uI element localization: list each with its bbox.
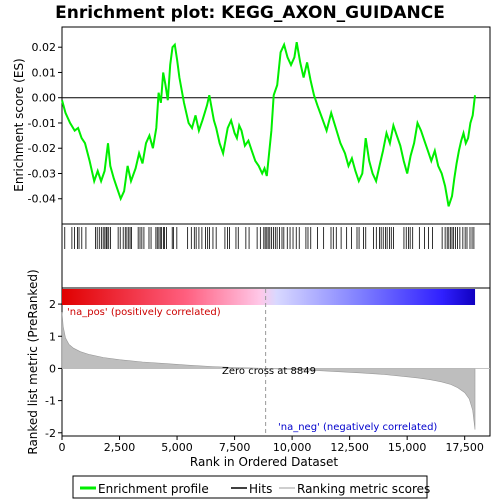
es-y-tick-label: -0.04 bbox=[28, 193, 56, 206]
rank-y-tick-label: 2 bbox=[49, 298, 56, 311]
x-tick-label: 17,500 bbox=[445, 441, 484, 454]
es-panel-frame bbox=[61, 26, 491, 225]
es-y-tick-label: -0.02 bbox=[28, 142, 56, 155]
es-y-tick-label: -0.01 bbox=[28, 117, 56, 130]
es-y-tick-label: 0.02 bbox=[32, 41, 57, 54]
legend-ranking-label: Ranking metric scores bbox=[297, 482, 430, 496]
x-axis: 0 2,500 5,000 7,500 10,000 12,500 15,000 17,500 bbox=[59, 436, 484, 454]
x-tick-label: 7,500 bbox=[219, 441, 251, 454]
es-y-tick-label: -0.03 bbox=[28, 167, 56, 180]
legend: Enrichment profile Hits Ranking metric s… bbox=[72, 475, 430, 499]
es-y-ticks: 0.02 0.01 0.00 -0.01 -0.02 -0.03 -0.04 bbox=[28, 41, 62, 206]
hits-panel bbox=[61, 223, 491, 289]
x-tick-label: 12,500 bbox=[330, 441, 369, 454]
x-tick-label: 15,000 bbox=[388, 441, 427, 454]
ranking-metric-area bbox=[61, 312, 476, 430]
correlation-color-bar bbox=[62, 289, 476, 305]
rank-y-tick-label: -2 bbox=[45, 427, 56, 440]
rank-y-axis-label: Ranked list metric (PreRanked) bbox=[26, 269, 40, 454]
chart-title: Enrichment plot: KEGG_AXON_GUIDANCE bbox=[55, 3, 445, 23]
zero-cross-label: Zero cross at 8849 bbox=[222, 366, 316, 377]
x-tick-label: 10,000 bbox=[273, 441, 312, 454]
x-axis-label: Rank in Ordered Dataset bbox=[190, 455, 338, 469]
hits-panel-frame bbox=[61, 223, 491, 289]
es-y-axis-label: Enrichment score (ES) bbox=[12, 58, 26, 191]
hit-lines bbox=[64, 227, 475, 249]
x-tick-label: 0 bbox=[59, 441, 66, 454]
enrichment-profile-line bbox=[61, 41, 476, 207]
x-tick-label: 5,000 bbox=[161, 441, 193, 454]
negative-correlation-label: 'na_neg' (negatively correlated) bbox=[278, 422, 437, 433]
positive-correlation-label: 'na_pos' (positively correlated) bbox=[67, 307, 221, 318]
legend-frame bbox=[72, 475, 428, 499]
x-tick-label: 2,500 bbox=[104, 441, 136, 454]
rank-y-tick-label: 1 bbox=[49, 330, 56, 343]
es-y-tick-label: 0.00 bbox=[32, 92, 57, 105]
es-panel: 0.02 0.01 0.00 -0.01 -0.02 -0.03 -0.04 Enrichm… bbox=[12, 26, 491, 225]
es-y-tick-label: 0.01 bbox=[32, 66, 57, 79]
rank-y-ticks: 2 1 0 -1 -2 bbox=[45, 298, 62, 440]
legend-enrichment-label: Enrichment profile bbox=[98, 482, 209, 496]
rank-panel: 2 1 0 -1 -2 'na_pos' (positively correlated)… bbox=[26, 269, 491, 455]
rank-y-tick-label: -1 bbox=[45, 395, 56, 408]
legend-hits-label: Hits bbox=[249, 482, 272, 496]
rank-y-tick-label: 0 bbox=[49, 362, 56, 375]
